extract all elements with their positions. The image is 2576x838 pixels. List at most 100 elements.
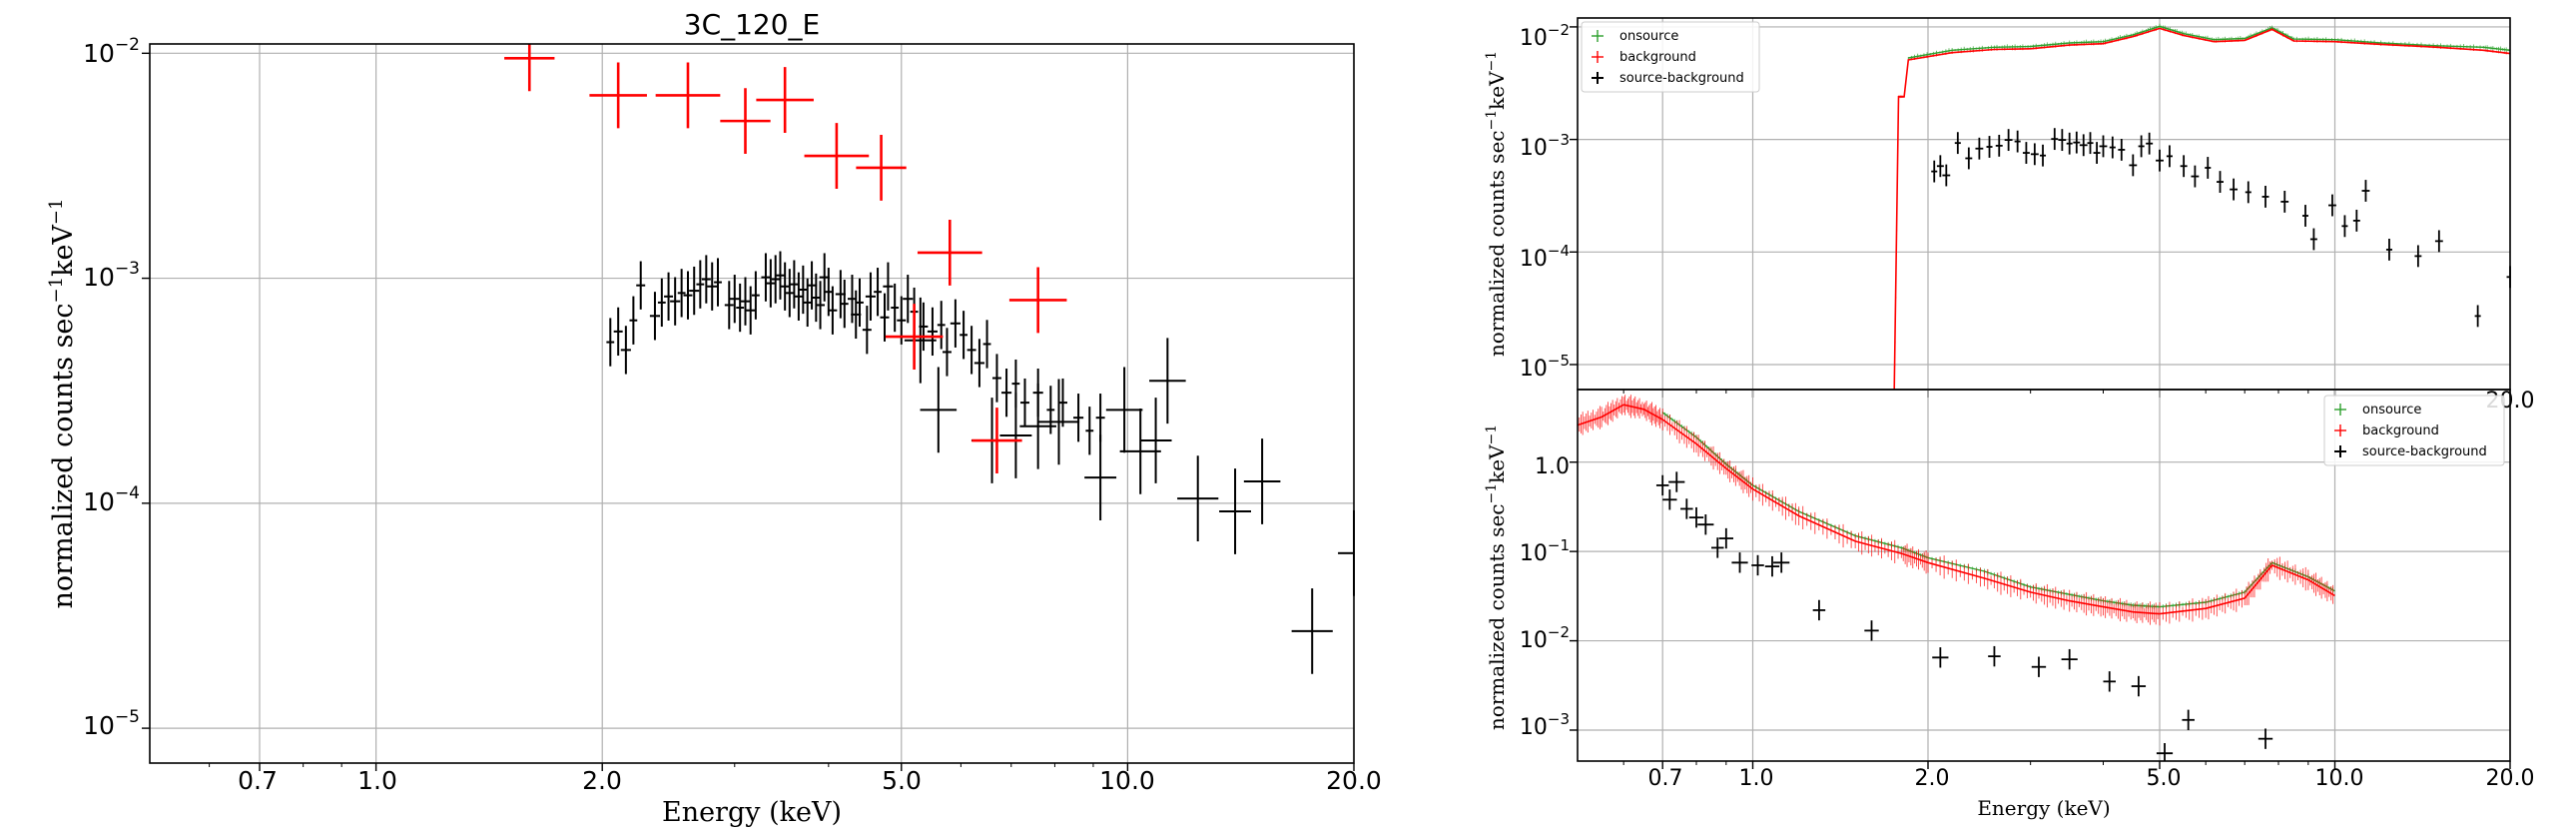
lp-srcbkg-binned-point bbox=[1019, 383, 1056, 469]
right-bottom-data-series bbox=[1577, 395, 2335, 761]
lp-srcbkg-point bbox=[966, 326, 976, 375]
lp-srcbkg-point bbox=[903, 275, 914, 324]
lp-srcbkg-point bbox=[761, 253, 771, 302]
lp-srcbkg-point bbox=[606, 318, 615, 367]
lp-srcbkg-binned-point bbox=[1119, 409, 1161, 494]
lp-srcbkg-point bbox=[927, 307, 939, 357]
rt-srcbkg-point bbox=[1975, 137, 1984, 160]
left-xtick-2.0: 2.0 bbox=[582, 766, 622, 795]
lp-srcbkg-point bbox=[982, 320, 991, 369]
lp-srcbkg-point bbox=[745, 286, 756, 335]
lp-srcbkg-point bbox=[1058, 378, 1067, 427]
rt-srcbkg-point bbox=[2058, 129, 2067, 152]
lp-srcbkg-point bbox=[724, 281, 734, 330]
lp-srcbkg-point bbox=[862, 306, 872, 355]
rb-srcbkg-point bbox=[2257, 728, 2273, 749]
lp-background-point bbox=[589, 62, 647, 129]
left-ytick-1e-5: 10−5 bbox=[83, 707, 140, 740]
left-xlabel: Energy (keV) bbox=[662, 797, 842, 828]
lp-srcbkg-point bbox=[950, 299, 961, 348]
rb-xtick-2.0: 2.0 bbox=[1915, 766, 1950, 791]
rb-ylabel: normalized counts sec−1keV−1 bbox=[1484, 424, 1509, 730]
lp-srcbkg-point bbox=[991, 354, 1001, 403]
rb-srcbkg-point bbox=[1773, 552, 1790, 573]
rt-srcbkg-point bbox=[2230, 178, 2239, 201]
right-bottom-spectrum-panel: 1.0 10−1 10−2 10−3 0.7 1.0 2.0 5.0 10.0 … bbox=[1484, 389, 2534, 820]
lp-srcbkg-point bbox=[891, 283, 900, 333]
rt-srcbkg-point bbox=[2138, 135, 2145, 158]
lp-srcbkg-point bbox=[657, 278, 666, 328]
rt-srcbkg-point bbox=[2093, 142, 2101, 164]
left-ytick-1e-2: 10−2 bbox=[83, 35, 140, 68]
lp-srcbkg-binned-point bbox=[920, 367, 958, 453]
left-xtick-20.0: 20.0 bbox=[1326, 766, 1382, 795]
rt-srcbkg-point bbox=[1986, 136, 1993, 158]
rb-xtick-0.7: 0.7 bbox=[1648, 766, 1683, 791]
left-ytick-1e-3: 10−3 bbox=[83, 259, 140, 292]
lp-srcbkg-binned-point bbox=[1177, 455, 1219, 541]
right-bottom-plot-frame bbox=[1577, 389, 2511, 762]
lp-srcbkg-point bbox=[765, 259, 776, 308]
lp-background-point bbox=[1008, 267, 1067, 334]
lp-srcbkg-point bbox=[812, 273, 821, 323]
lp-srcbkg-point bbox=[937, 301, 946, 350]
lp-background-point bbox=[756, 67, 814, 134]
lp-background-point bbox=[655, 62, 721, 129]
lp-srcbkg-point bbox=[865, 272, 877, 321]
rb-srcbkg-point bbox=[1932, 647, 1949, 668]
lp-srcbkg-point bbox=[751, 271, 760, 320]
lp-srcbkg-binned-point bbox=[1037, 379, 1080, 465]
rb-srcbkg-point bbox=[1731, 552, 1748, 573]
lp-srcbkg-point bbox=[785, 269, 794, 318]
rb-srcbkg-point bbox=[2031, 656, 2047, 677]
rb-srcbkg-point bbox=[1668, 471, 1685, 492]
left-xtick-1.0: 1.0 bbox=[357, 766, 397, 795]
rb-srcbkg-point bbox=[1662, 489, 1677, 510]
rt-legend-box bbox=[1581, 21, 1760, 93]
right-top-data-series bbox=[1893, 23, 2511, 391]
rt-srcbkg-point bbox=[2474, 305, 2481, 328]
rb-legend-onsource: onsource bbox=[2362, 403, 2421, 418]
rb-xtick-10.0: 10.0 bbox=[2315, 766, 2364, 791]
rb-srcbkg-point bbox=[2182, 709, 2195, 730]
lp-srcbkg-point bbox=[840, 280, 849, 329]
lp-background-point bbox=[917, 220, 982, 286]
rt-srcbkg-point bbox=[2156, 149, 2164, 172]
lp-srcbkg-binned-point bbox=[1139, 398, 1172, 483]
rt-legend: onsource background source-background bbox=[1581, 21, 1760, 93]
lp-srcbkg-point bbox=[620, 326, 631, 375]
lp-srcbkg-point bbox=[1001, 369, 1012, 418]
rt-srcbkg-point bbox=[2118, 139, 2126, 161]
lp-srcbkg-binned-point bbox=[1084, 434, 1117, 521]
rt-srcbkg-point bbox=[2341, 215, 2348, 238]
right-top-spectrum-panel: 10−2 10−3 10−4 10−5 20.0 normalized coun… bbox=[1484, 17, 2534, 414]
lp-srcbkg-binned-point bbox=[1219, 468, 1252, 554]
rb-srcbkg-point bbox=[1680, 498, 1693, 519]
rt-srcbkg-point bbox=[1936, 155, 1944, 178]
lp-background-point bbox=[504, 44, 555, 92]
lp-srcbkg-point bbox=[736, 283, 745, 333]
rb-legend-background: background bbox=[2362, 423, 2439, 438]
lp-srcbkg-point bbox=[613, 307, 623, 357]
left-plot-frame bbox=[149, 43, 1355, 764]
rb-srcbkg-point bbox=[1710, 537, 1724, 558]
rb-legend-source-background-marker bbox=[2334, 445, 2346, 457]
lp-srcbkg-point bbox=[780, 262, 791, 311]
left-ytick-1e-4: 10−4 bbox=[83, 483, 140, 516]
lp-srcbkg-point bbox=[629, 296, 638, 345]
lp-srcbkg-point bbox=[649, 292, 661, 341]
rb-legend-background-marker bbox=[2334, 424, 2346, 436]
lp-srcbkg-point bbox=[775, 251, 785, 300]
lp-srcbkg-point bbox=[1095, 394, 1105, 442]
rt-legend-background-marker bbox=[1592, 51, 1604, 63]
rt-srcbkg-point bbox=[2022, 142, 2030, 164]
rt-srcbkg-point bbox=[2280, 190, 2289, 213]
left-xtick-0.7: 0.7 bbox=[238, 766, 278, 795]
lp-srcbkg-point bbox=[1085, 407, 1094, 455]
left-data-series bbox=[504, 44, 1355, 674]
rb-srcbkg-point bbox=[1988, 645, 2001, 667]
lp-srcbkg-point bbox=[880, 293, 890, 342]
rb-legend-box bbox=[2323, 395, 2505, 466]
rt-srcbkg-point bbox=[2030, 143, 2039, 166]
